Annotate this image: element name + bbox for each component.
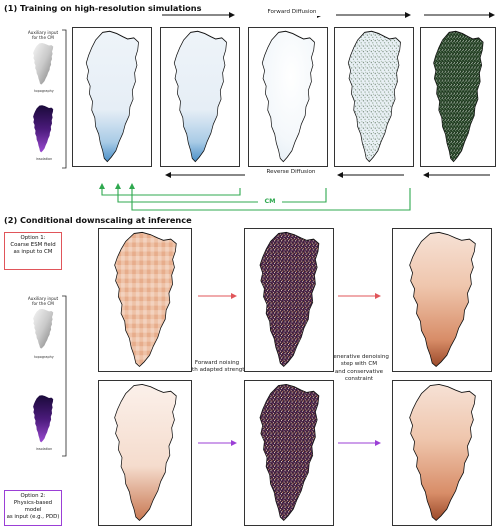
option2-box: Option 2: Physics-based model as input (… (4, 490, 62, 526)
panel-downscaled-2 (392, 380, 492, 526)
panel-train-5-noise (420, 27, 496, 167)
section1-title: (1) Training on high-resolution simulati… (4, 3, 202, 13)
aux-input-label-1: Auxiliary input for the CM (27, 30, 59, 41)
topography-label-1: topography (34, 89, 54, 93)
reverse-diffusion-label: Reverse Diffusion (250, 169, 332, 177)
insolation-map-2 (33, 395, 54, 443)
cm-arrow-2 (115, 183, 327, 203)
generative-denoising-label: Generative denoising step with CM and co… (329, 354, 389, 382)
panel-train-1-clean (72, 27, 152, 167)
forward-diffusion-label: Forward Diffusion (248, 9, 336, 17)
cm-arrow-1 (99, 183, 241, 196)
panel-noised-2 (244, 380, 334, 526)
aux-bracket-1 (62, 29, 67, 169)
panel-coarse-esm (98, 228, 192, 372)
insolation-label-2: insolation (35, 447, 53, 451)
section2-title: (2) Conditional downscaling at inference (4, 215, 192, 225)
insolation-label-1: insolation (35, 157, 53, 161)
panel-downscaled-1 (392, 228, 492, 372)
aux-bracket-2 (62, 295, 67, 457)
insolation-map-1 (33, 105, 54, 153)
panel-noised-1 (244, 228, 334, 372)
aux-input-label-2: Auxiliary input for the CM (27, 296, 59, 307)
panel-train-4-noisy (334, 27, 414, 167)
topography-map-2 (33, 309, 54, 349)
panel-train-2 (160, 27, 240, 167)
panel-pdd-model (98, 380, 192, 526)
topography-map-1 (33, 43, 54, 85)
option1-box: Option 1: Coarse ESM field as input to C… (4, 232, 62, 270)
panel-train-3 (248, 27, 328, 167)
cm-label: CM (258, 197, 282, 205)
topography-label-2: topography (34, 355, 54, 359)
